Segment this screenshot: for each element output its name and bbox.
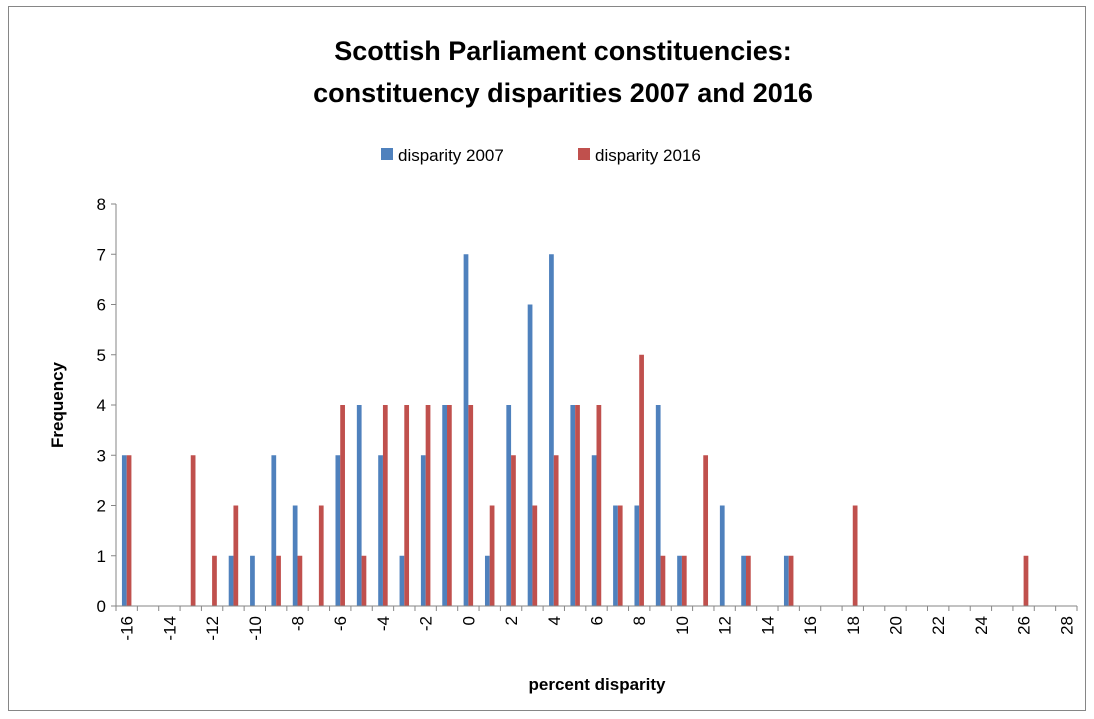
bar-2016-x6 xyxy=(596,405,602,606)
bar-2016-x-12 xyxy=(212,555,217,606)
x-tick-label-12: 12 xyxy=(716,616,735,635)
x-tick-label-4: 4 xyxy=(545,616,564,625)
bar-2016-x-5 xyxy=(361,555,367,606)
x-tick-label--12: -12 xyxy=(203,616,222,641)
bar-2016-x-2 xyxy=(425,405,431,606)
y-tick-label-3: 3 xyxy=(97,446,106,465)
x-axis-title: percent disparity xyxy=(529,675,667,694)
y-tick-label-8: 8 xyxy=(97,195,106,214)
bar-2016-x15 xyxy=(788,555,794,606)
x-tick-label-6: 6 xyxy=(588,616,607,625)
bar-2007-x-4 xyxy=(378,455,383,606)
x-tick-label--8: -8 xyxy=(289,616,308,631)
bar-2016-x-4 xyxy=(382,405,388,606)
bar-2007-x-10 xyxy=(250,555,255,606)
y-tick-label-0: 0 xyxy=(97,597,106,616)
bar-2016-x18 xyxy=(852,505,858,606)
chart-frame xyxy=(8,6,1086,711)
bar-2016-x-3 xyxy=(404,405,410,606)
bar-2016-x-1 xyxy=(447,405,452,606)
legend-swatch-2016 xyxy=(578,148,590,160)
bar-2016-x11 xyxy=(703,455,709,606)
y-axis-title: Frequency xyxy=(48,361,67,448)
bar-2016-x26 xyxy=(1023,555,1029,606)
bar-2016-x-8 xyxy=(297,555,303,606)
y-tick-label-6: 6 xyxy=(97,296,106,315)
bar-2007-x4 xyxy=(549,254,554,606)
x-tick-label-22: 22 xyxy=(929,616,948,635)
bar-2007-x12 xyxy=(719,505,725,606)
bar-2016-x-11 xyxy=(233,505,239,606)
x-tick-label-16: 16 xyxy=(801,616,820,635)
x-tick-label-14: 14 xyxy=(758,616,777,635)
bar-2007-x7 xyxy=(613,505,618,606)
x-tick-label-26: 26 xyxy=(1015,616,1034,635)
legend: disparity 2007 disparity 2016 xyxy=(381,146,701,165)
x-tick-label--16: -16 xyxy=(118,616,137,641)
x-tick-label--4: -4 xyxy=(374,616,393,631)
x-tick-label-24: 24 xyxy=(972,616,991,635)
y-tick-label-1: 1 xyxy=(97,547,106,566)
bar-2016-x7 xyxy=(617,505,623,606)
bar-2016-x5 xyxy=(575,405,580,606)
bar-2007-x-5 xyxy=(356,405,362,606)
bar-2007-x-8 xyxy=(292,505,298,606)
bar-2007-x3 xyxy=(527,304,533,606)
bar-2007-x13 xyxy=(741,555,746,606)
bar-2007-x15 xyxy=(783,555,789,606)
x-tick-label-8: 8 xyxy=(630,616,649,625)
y-tick-label-7: 7 xyxy=(97,245,106,264)
bar-2016-x-9 xyxy=(276,555,281,606)
bar-2007-x6 xyxy=(591,455,597,606)
bar-2007-x-6 xyxy=(335,455,341,606)
chart-title-line-1: Scottish Parliament constituencies: xyxy=(334,36,792,66)
x-tick-label-2: 2 xyxy=(502,616,521,625)
bar-2007-x2 xyxy=(506,405,512,606)
x-tick-label--2: -2 xyxy=(417,616,436,631)
x-tick-label--10: -10 xyxy=(246,616,265,641)
bar-2016-x13 xyxy=(745,555,751,606)
bar-2016-x-6 xyxy=(340,405,345,606)
y-tick-label-2: 2 xyxy=(97,497,106,516)
bar-2007-x1 xyxy=(484,555,490,606)
bar-2016-x4 xyxy=(553,455,559,606)
bar-2016-x-7 xyxy=(318,505,324,606)
bar-2016-x0 xyxy=(468,405,474,606)
x-tick-label--14: -14 xyxy=(160,616,179,641)
chart-title-line-2: constituency disparities 2007 and 2016 xyxy=(313,78,813,108)
bar-2016-x10 xyxy=(681,555,687,606)
x-tick-label-10: 10 xyxy=(673,616,692,635)
x-tick-label--6: -6 xyxy=(331,616,350,631)
bar-2007-x-1 xyxy=(442,405,448,606)
bar-2016-x8 xyxy=(639,354,644,606)
x-tick-label-28: 28 xyxy=(1057,616,1076,635)
bar-2007-x9 xyxy=(655,405,661,606)
bar-2016-x-13 xyxy=(190,455,196,606)
x-tick-label-0: 0 xyxy=(459,616,478,625)
bar-2007-x-3 xyxy=(399,555,405,606)
bar-2007-x-16 xyxy=(121,455,127,606)
x-tick-label-18: 18 xyxy=(844,616,863,635)
bar-2016-x1 xyxy=(489,505,495,606)
bar-2016-x-16 xyxy=(126,455,132,606)
bar-2007-x5 xyxy=(570,405,576,606)
y-tick-label-4: 4 xyxy=(97,396,106,415)
x-tick-label-20: 20 xyxy=(886,616,905,635)
legend-label-2007: disparity 2007 xyxy=(398,146,504,165)
legend-label-2016: disparity 2016 xyxy=(595,146,701,165)
bar-2007-x10 xyxy=(677,555,682,606)
bar-2016-x3 xyxy=(532,505,538,606)
y-tick-label-5: 5 xyxy=(97,346,106,365)
bar-2007-x8 xyxy=(634,505,640,606)
bar-2007-x0 xyxy=(463,254,469,606)
legend-swatch-2007 xyxy=(381,148,393,160)
bar-2016-x9 xyxy=(660,555,666,606)
bar-2007-x-11 xyxy=(228,555,234,606)
bar-2016-x2 xyxy=(511,455,516,606)
bar-2007-x-2 xyxy=(420,455,426,606)
bar-2007-x-9 xyxy=(271,455,277,606)
